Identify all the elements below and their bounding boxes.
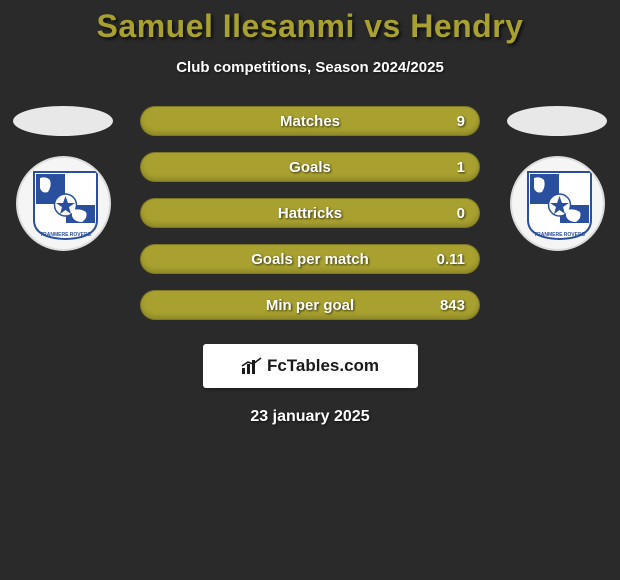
stat-label: Min per goal: [141, 297, 479, 314]
svg-text:TRANMERE ROVERS: TRANMERE ROVERS: [40, 232, 92, 238]
shield-icon: TRANMERE ROVERS: [32, 170, 99, 241]
stat-bar: Matches 9: [140, 106, 480, 136]
stat-bar: Goals per match 0.11: [140, 244, 480, 274]
footer-date: 23 january 2025: [0, 408, 620, 426]
stat-bar: Goals 1: [140, 152, 480, 182]
stat-bar: Min per goal 843: [140, 290, 480, 320]
club-crest-right: TRANMERE ROVERS: [510, 156, 605, 251]
stat-right-value: 1: [457, 159, 465, 176]
left-player-badges: TRANMERE ROVERS: [8, 106, 118, 251]
stat-bars: Matches 9 Goals 1 Hattricks 0 Goals per …: [140, 106, 480, 320]
right-player-badges: TRANMERE ROVERS: [502, 106, 612, 251]
stat-label: Goals: [141, 159, 479, 176]
stat-right-value: 0.11: [437, 251, 465, 268]
subtitle: Club competitions, Season 2024/2025: [0, 59, 620, 76]
stat-bar: Hattricks 0: [140, 198, 480, 228]
brand-logo: FcTables.com: [203, 344, 418, 388]
stat-right-value: 843: [440, 297, 465, 314]
club-crest-left: TRANMERE ROVERS: [16, 156, 111, 251]
stat-right-value: 0: [457, 205, 465, 222]
shield-icon: TRANMERE ROVERS: [526, 170, 593, 241]
stat-label: Goals per match: [141, 251, 479, 268]
page-title: Samuel Ilesanmi vs Hendry: [0, 8, 620, 45]
player-left-placeholder: [13, 106, 113, 136]
main-area: TRANMERE ROVERS TRANMERE ROVERS: [0, 106, 620, 426]
stat-label: Matches: [141, 113, 479, 130]
player-right-placeholder: [507, 106, 607, 136]
stat-right-value: 9: [457, 113, 465, 130]
svg-text:TRANMERE ROVERS: TRANMERE ROVERS: [534, 232, 586, 238]
chart-icon: [241, 357, 263, 375]
stat-label: Hattricks: [141, 205, 479, 222]
brand-text: FcTables.com: [267, 356, 379, 376]
comparison-card: Samuel Ilesanmi vs Hendry Club competiti…: [0, 0, 620, 426]
